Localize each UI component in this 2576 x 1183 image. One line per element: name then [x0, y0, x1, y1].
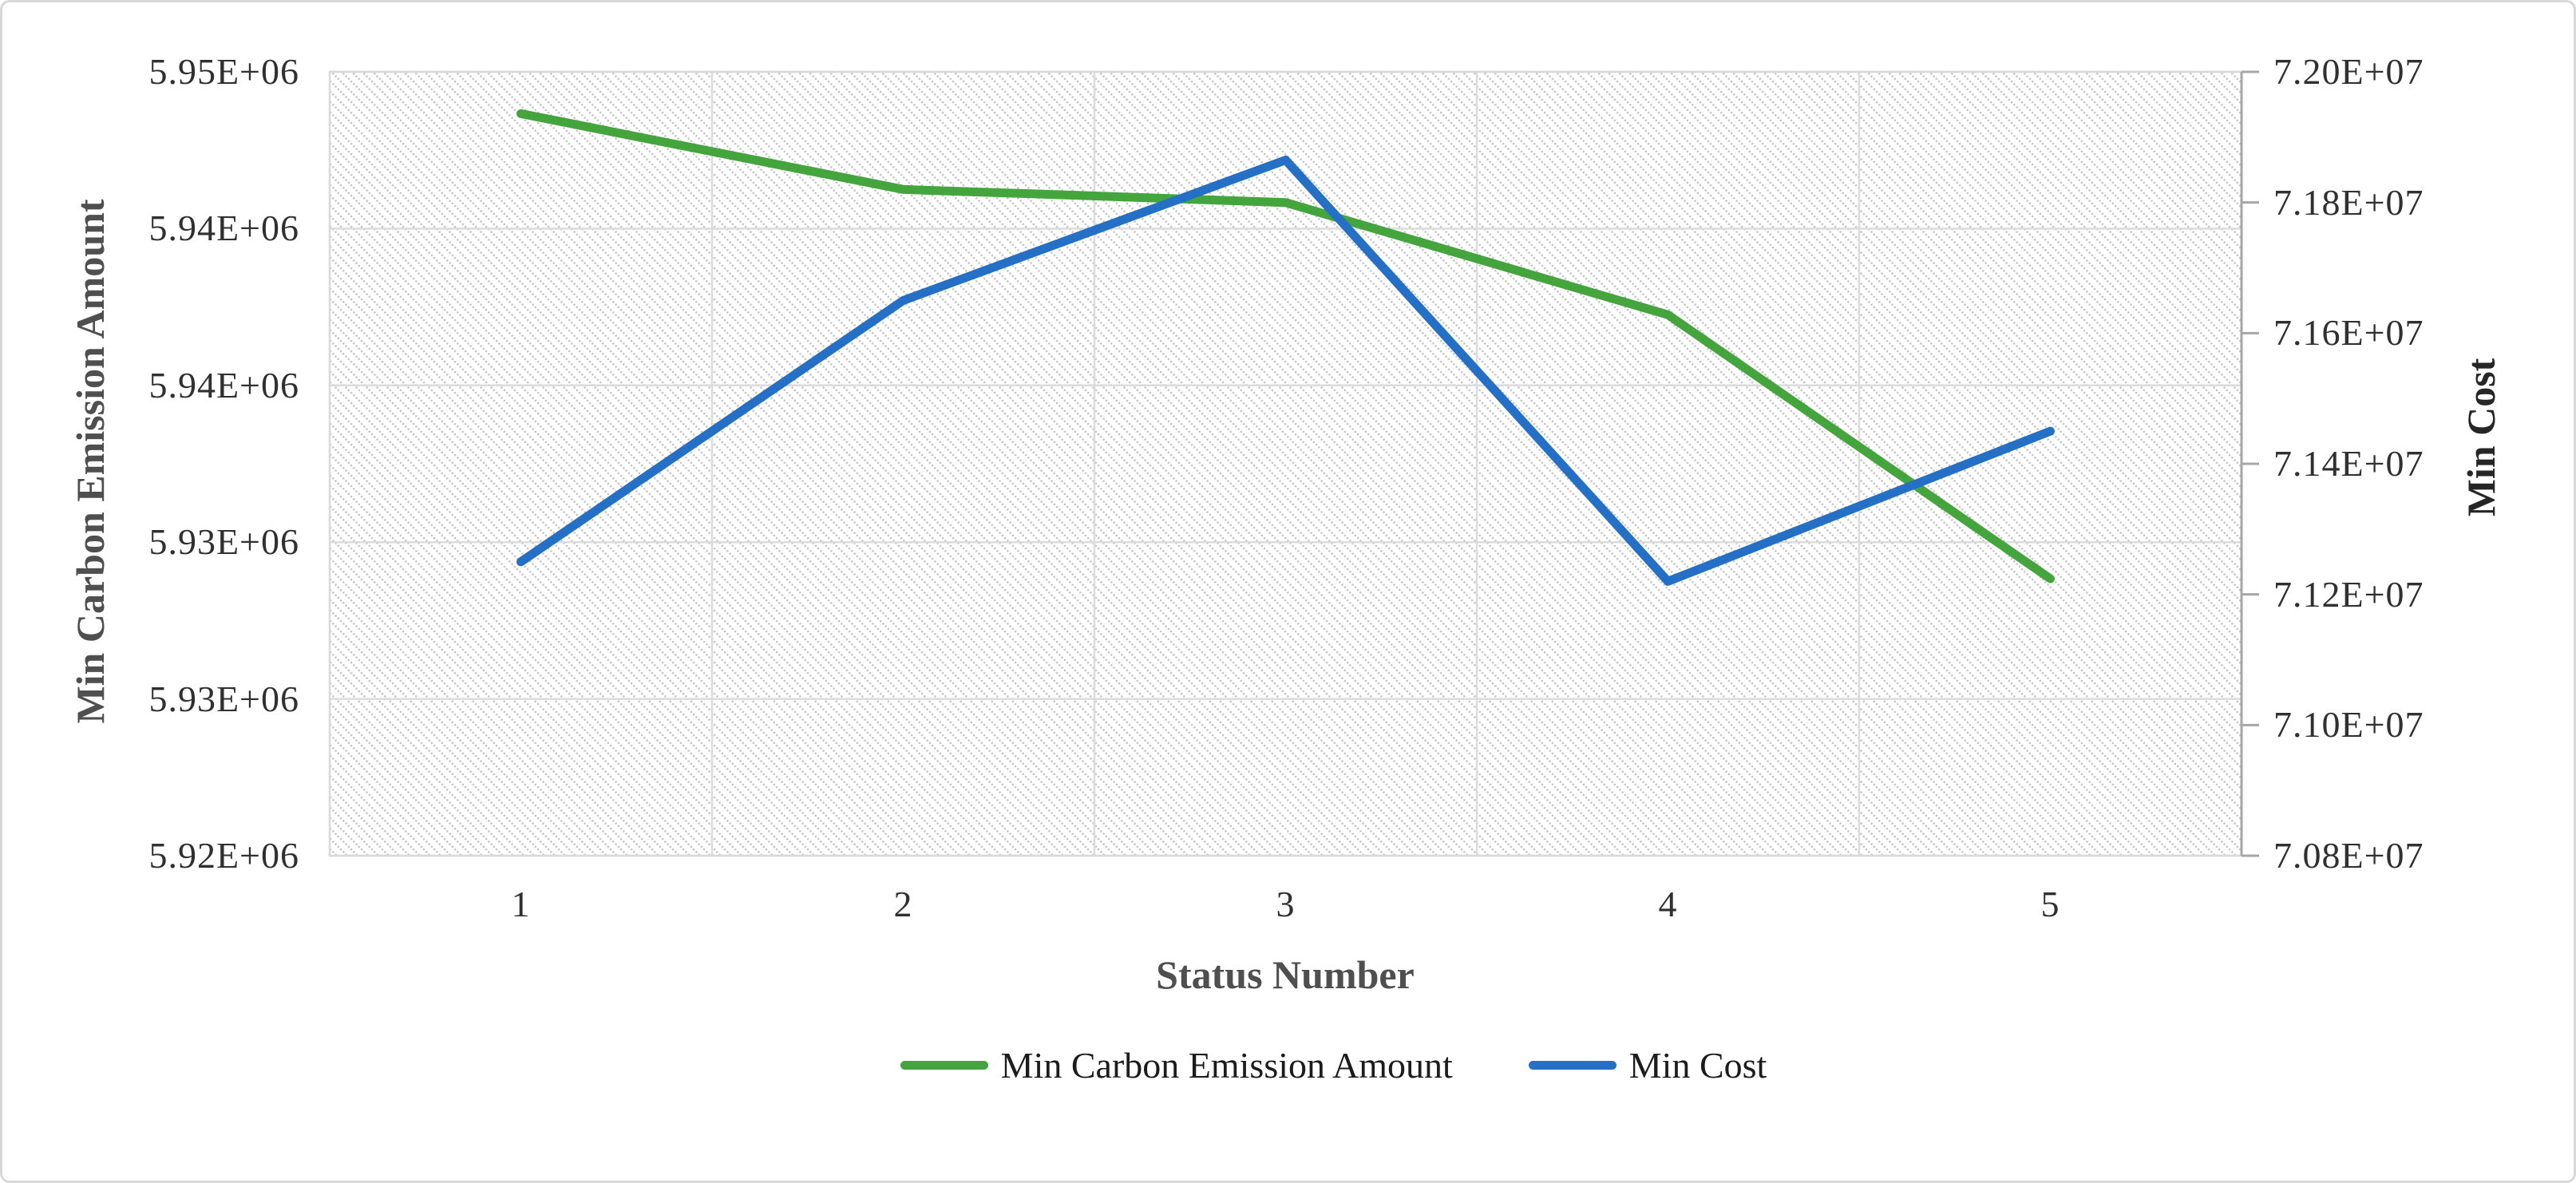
legend-label: Min Cost	[1628, 1045, 1767, 1086]
series-line-left	[516, 109, 2055, 584]
right-axis-tick-label: 7.16E+07	[2273, 312, 2424, 354]
legend-line-swatch-green	[900, 1061, 988, 1070]
right-axis-title: Min Cost	[2459, 358, 2503, 517]
x-axis-tick-label: 4	[1658, 884, 1678, 924]
left-axis-tick-label: 5.94E+06	[148, 208, 299, 249]
right-axis-tick-label: 7.12E+07	[2273, 573, 2424, 615]
series-line-right	[516, 156, 2055, 586]
x-axis-tick-label: 2	[893, 884, 913, 924]
left-axis-tick-label: 5.94E+06	[148, 364, 299, 406]
x-axis-tick-label: 3	[1276, 884, 1296, 924]
left-axis-tick-label: 5.95E+06	[148, 51, 299, 92]
left-axis-tick-label: 5.93E+06	[148, 521, 299, 563]
right-axis-tick-label: 7.18E+07	[2273, 181, 2424, 223]
right-axis-tick-label: 7.08E+07	[2273, 835, 2424, 876]
right-axis-tick-label: 7.14E+07	[2273, 443, 2424, 484]
x-axis-title: Status Number	[1156, 952, 1415, 997]
legend-label: Min Carbon Emission Amount	[1000, 1045, 1453, 1086]
legend-item-min-cost: Min Cost	[1528, 1044, 1767, 1086]
x-axis-tick-label: 1	[511, 884, 531, 924]
right-axis-tick-label: 7.10E+07	[2273, 704, 2424, 746]
left-axis-tick-label: 5.92E+06	[148, 835, 299, 876]
legend: Min Carbon Emission Amount Min Cost	[378, 1044, 2289, 1086]
plot-area-background	[330, 72, 2242, 856]
x-axis-tick-label: 5	[2040, 884, 2060, 924]
right-axis-tick-label: 7.20E+07	[2273, 51, 2424, 92]
legend-line-swatch-blue	[1528, 1061, 1616, 1070]
left-axis-tick-label: 5.93E+06	[148, 678, 299, 719]
left-axis-title: Min Carbon Emission Amount	[68, 199, 113, 724]
legend-item-min-carbon-emission: Min Carbon Emission Amount	[900, 1044, 1453, 1086]
